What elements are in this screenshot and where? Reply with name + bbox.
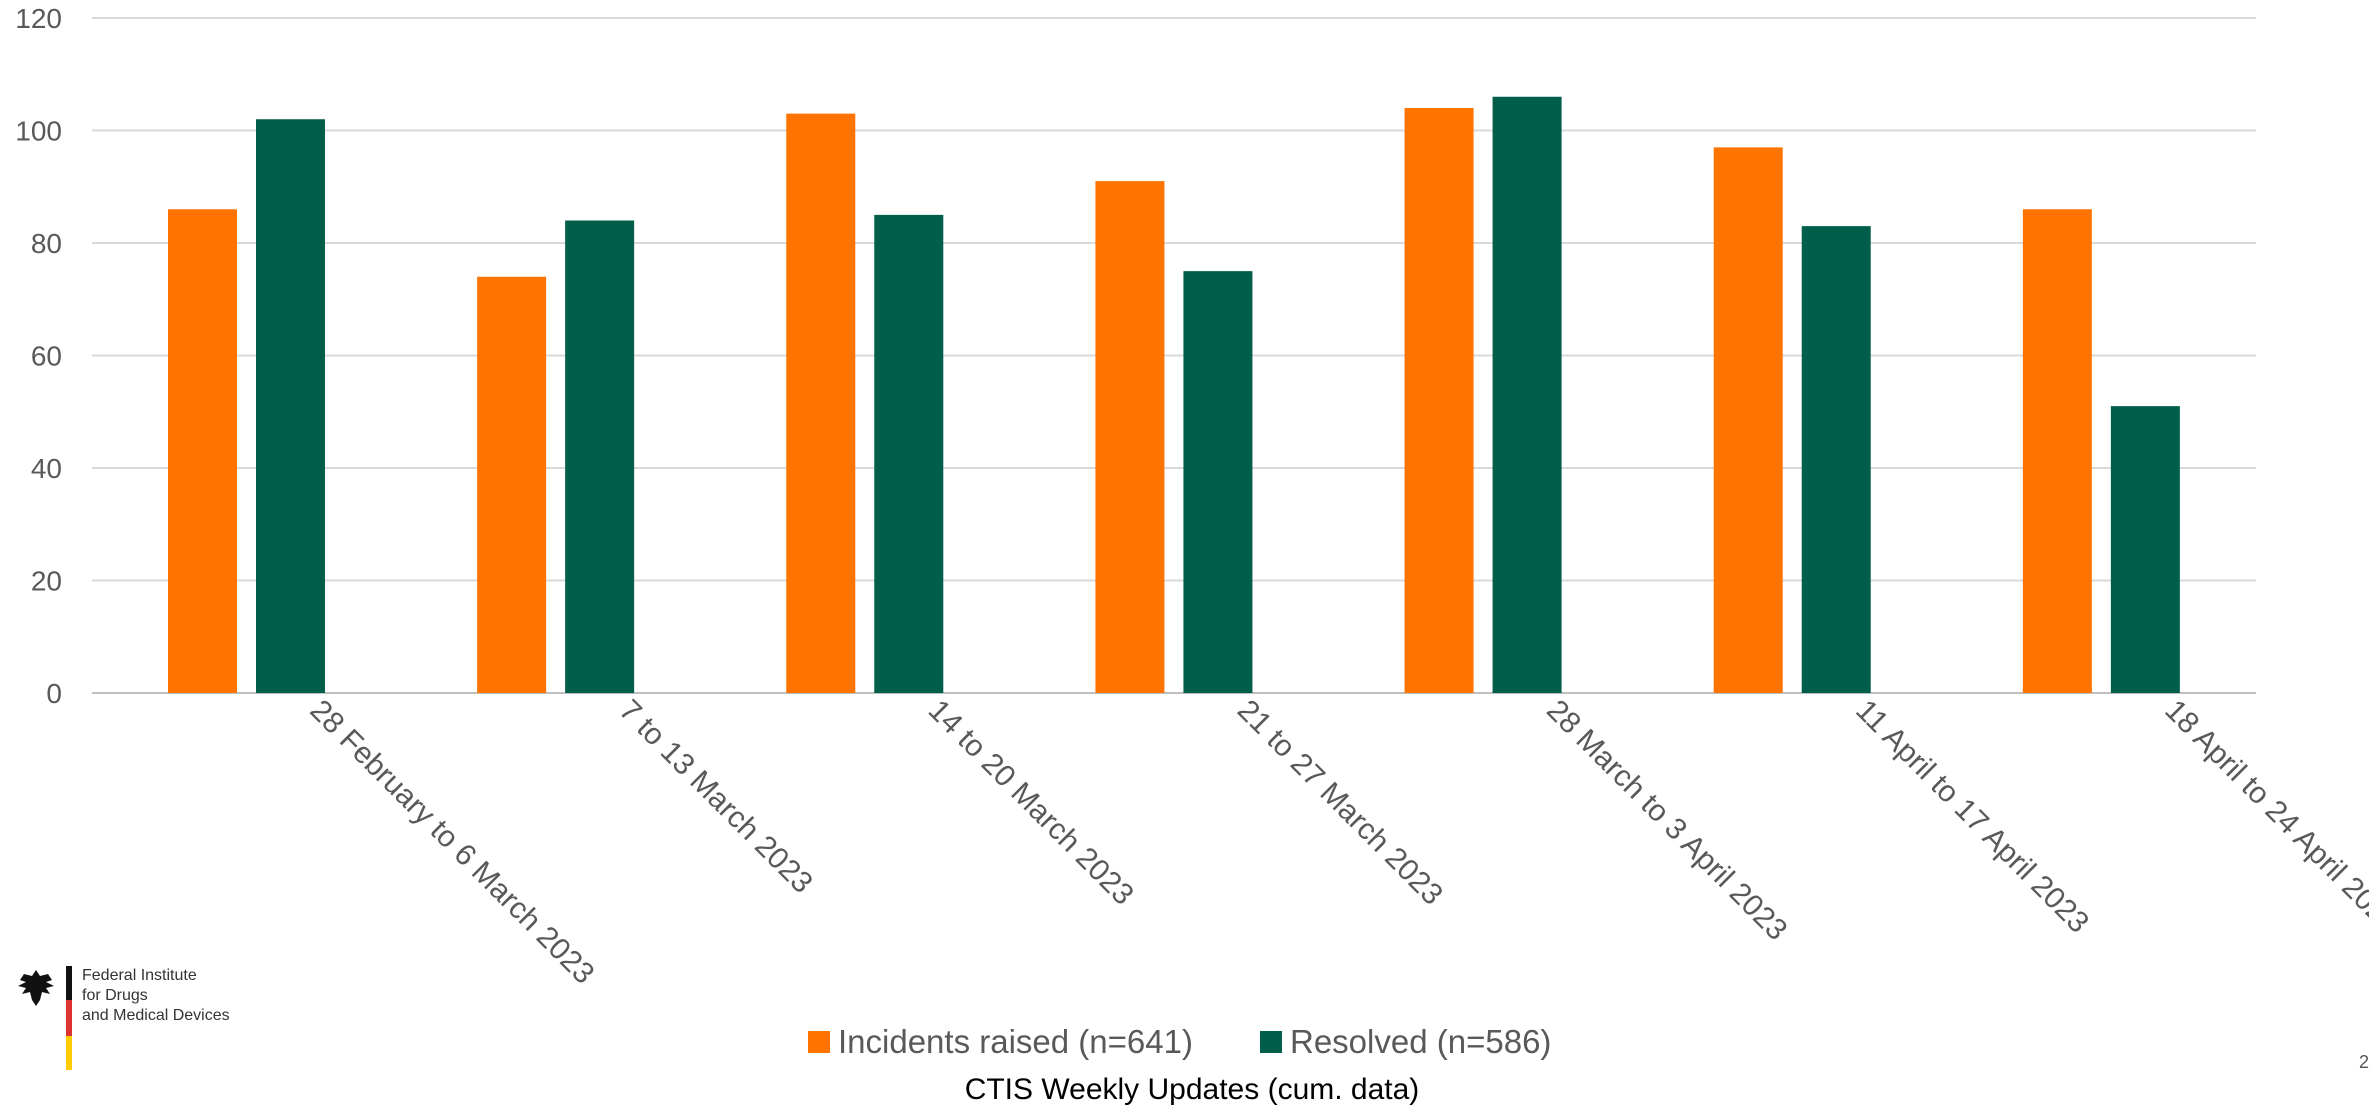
bar [786, 113, 856, 693]
y-tick-label: 20 [31, 566, 62, 597]
y-axis-ticks: 0 20 40 60 80 100 120 [15, 3, 62, 709]
bars [168, 96, 2180, 693]
x-tick-label: 28 February to 6 March 2023 [304, 694, 601, 991]
bar [1713, 147, 1783, 693]
legend-label: Incidents raised (n=641) [838, 1023, 1193, 1060]
bar [1801, 226, 1871, 693]
y-tick-label: 0 [46, 678, 62, 709]
legend-swatch [1260, 1031, 1282, 1053]
bar [477, 276, 547, 693]
bfarm-logo: Federal Institute for Drugs and Medical … [14, 966, 274, 1076]
legend-swatch [808, 1031, 830, 1053]
x-tick-label: 7 to 13 March 2023 [613, 694, 819, 900]
y-tick-label: 60 [31, 341, 62, 372]
bar [874, 214, 944, 693]
bar [1404, 108, 1474, 693]
bar [256, 119, 325, 693]
x-tick-label: 21 to 27 March 2023 [1231, 694, 1449, 912]
flag-red-stripe [66, 1000, 72, 1036]
bar [168, 209, 237, 693]
eagle-icon [18, 970, 54, 1006]
logo-text: Federal Institute for Drugs and Medical … [82, 966, 230, 1026]
legend: Incidents raised (n=641) Resolved (n=586) [808, 1023, 1551, 1060]
flag-black-stripe [66, 966, 72, 1000]
y-tick-label: 120 [15, 3, 62, 34]
legend-label: Resolved (n=586) [1290, 1023, 1551, 1060]
logo-line: and Medical Devices [82, 1007, 230, 1024]
x-axis-label: CTIS Weekly Updates (cum. data) [965, 1073, 1420, 1106]
y-tick-label: 100 [15, 116, 62, 147]
page-number: 2 [2358, 1052, 2369, 1072]
x-tick-label: 18 April to 24 April 2023 [2158, 694, 2369, 941]
bar [2022, 209, 2092, 693]
x-tick-label: 11 April to 17 April 2023 [1849, 694, 2095, 940]
bar [1183, 271, 1253, 693]
logo-line: for Drugs [82, 987, 148, 1004]
bar [1492, 96, 1562, 693]
bar [1095, 181, 1165, 693]
y-tick-label: 80 [31, 228, 62, 259]
x-axis-ticks: 28 February to 6 March 2023 7 to 13 March… [304, 694, 2369, 991]
bar [2110, 406, 2180, 693]
bar [565, 220, 635, 693]
gridlines [92, 17, 2256, 694]
x-tick-label: 28 March to 3 April 2023 [1540, 694, 1793, 947]
y-tick-label: 40 [31, 453, 62, 484]
flag-gold-stripe [66, 1036, 72, 1070]
x-tick-label: 14 to 20 March 2023 [922, 694, 1140, 912]
logo-line: Federal Institute [82, 967, 197, 984]
